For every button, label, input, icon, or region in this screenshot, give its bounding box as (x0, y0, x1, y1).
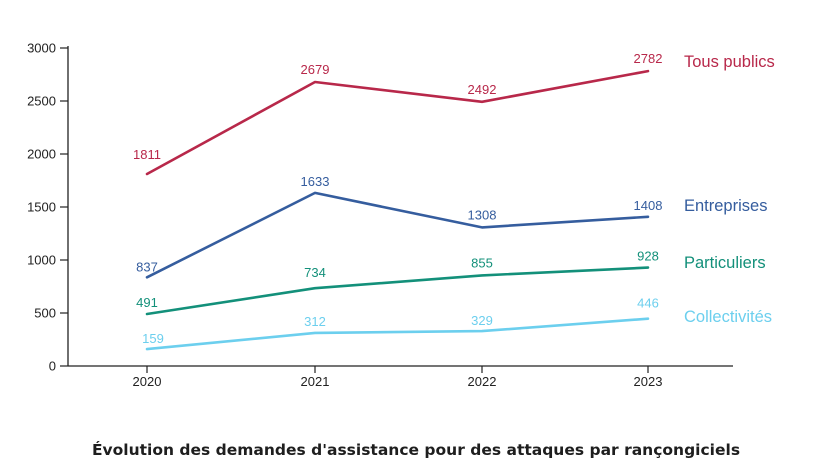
y-tick-label: 0 (49, 359, 56, 374)
data-label: 2782 (634, 51, 663, 66)
data-label: 159 (142, 331, 164, 346)
legend-label: Entreprises (684, 197, 767, 215)
x-tick-label: 2021 (301, 374, 330, 389)
series-line (145, 191, 650, 279)
data-label: 1308 (468, 207, 497, 222)
y-tick-label: 3000 (27, 41, 56, 56)
series-line (145, 266, 650, 316)
y-tick-label: 2000 (27, 147, 56, 162)
x-tick-label: 2020 (133, 374, 162, 389)
data-label: 329 (471, 313, 493, 328)
series-line (145, 317, 650, 351)
y-tick-label: 2500 (27, 94, 56, 109)
series-line (145, 69, 650, 176)
y-tick-label: 1000 (27, 253, 56, 268)
y-tick-label: 1500 (27, 200, 56, 215)
data-label: 491 (136, 295, 158, 310)
data-label: 2679 (301, 62, 330, 77)
data-label: 928 (637, 249, 659, 264)
y-tick-label: 500 (34, 306, 56, 321)
data-label: 734 (304, 265, 326, 280)
chart-title: Évolution des demandes d'assistance pour… (91, 441, 741, 459)
legend-label: Collectivités (684, 308, 772, 326)
legend-label: Tous publics (684, 53, 775, 71)
x-tick-label: 2023 (634, 374, 663, 389)
data-label: 837 (136, 259, 158, 274)
data-label: 1408 (634, 198, 663, 213)
data-label: 1811 (133, 147, 161, 162)
data-label: 2492 (468, 82, 497, 97)
data-label: 446 (637, 296, 659, 311)
legend-label: Particuliers (684, 254, 766, 272)
data-label: 312 (304, 314, 326, 329)
data-label: 855 (471, 255, 493, 270)
x-tick-label: 2022 (468, 374, 497, 389)
data-label: 1633 (301, 174, 330, 189)
